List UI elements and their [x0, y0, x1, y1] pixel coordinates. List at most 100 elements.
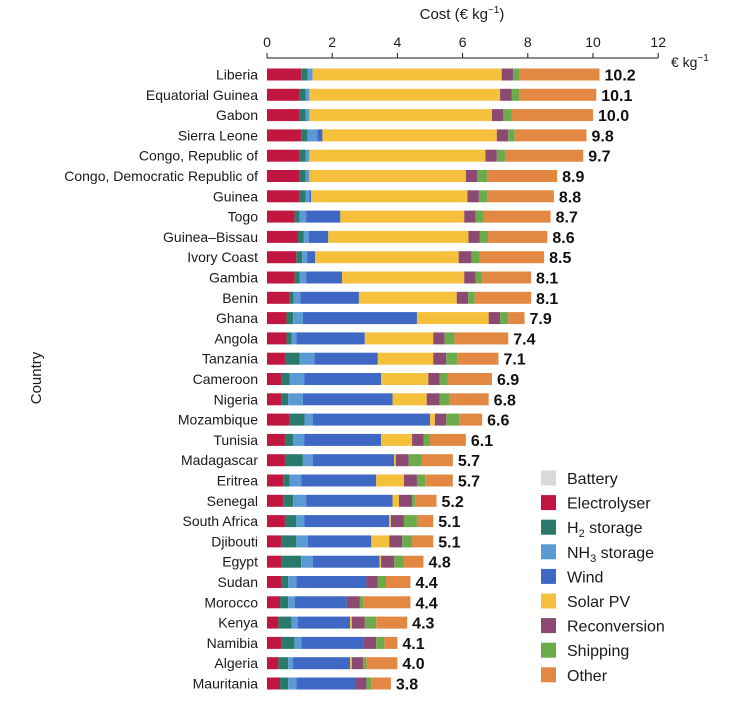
bar-segment-shipping	[468, 291, 475, 304]
country-label: Equatorial Guinea	[146, 87, 258, 103]
bar-segment-solar-pv	[340, 210, 465, 223]
bar-segment-wind	[308, 230, 329, 243]
bar-segment-shipping	[511, 88, 520, 101]
bar-segment-shipping	[403, 515, 417, 528]
bar-segment-wind	[306, 210, 341, 223]
bar-segment-wind	[294, 596, 347, 609]
country-row: Benin 8.1	[222, 290, 558, 308]
legend-item-nh3-storage: NH3 storage	[541, 544, 654, 565]
bar-segment-reconversion	[433, 352, 447, 365]
bar-segment-h2-storage	[299, 149, 306, 162]
bar-segment-other	[416, 515, 434, 528]
bar-segment-nh3-storage	[296, 535, 308, 548]
legend-swatch	[541, 593, 556, 609]
bar-segment-h2-storage	[284, 352, 300, 365]
bar-segment-other	[519, 88, 597, 101]
x-tick-label: 6	[459, 34, 467, 50]
bar-segment-reconversion	[351, 616, 365, 629]
bar-segment-shipping	[439, 393, 450, 406]
bar-segment-other	[366, 657, 398, 670]
bar-segment-other	[449, 393, 489, 406]
bar-segment-h2-storage	[294, 271, 300, 284]
bar-segment-wind	[306, 494, 393, 507]
bar-segment-electrolyser	[267, 352, 285, 365]
country-row: Senegal 5.2	[207, 493, 464, 511]
bar-segment-shipping	[444, 332, 455, 345]
bar-segment-wind	[302, 393, 393, 406]
bar-segment-shipping	[496, 149, 505, 162]
bar-segment-electrolyser	[267, 657, 279, 670]
legend-item-electrolyser: Electrolyser	[541, 495, 651, 513]
bar-segment-h2-storage	[286, 332, 292, 345]
bar-segment-other	[412, 535, 434, 548]
country-label: Congo, Republic of	[139, 148, 258, 164]
bar-segment-solar-pv	[376, 474, 404, 487]
country-row: Nigeria 6.8	[214, 391, 516, 409]
bar-segment-electrolyser	[267, 332, 287, 345]
country-label: Ivory Coast	[187, 249, 258, 265]
x-tick-label: 10	[585, 34, 601, 50]
total-label: 8.5	[549, 250, 571, 267]
country-label: Mozambique	[178, 412, 258, 428]
bar-segment-solar-pv	[309, 88, 501, 101]
bar-segment-nh3-storage	[304, 413, 313, 426]
bar-segment-solar-pv	[381, 433, 413, 446]
x-tick-label: 4	[394, 34, 402, 50]
country-label: Mauritania	[193, 676, 259, 692]
bar-segment-solar-pv	[358, 291, 457, 304]
bar-segment-solar-pv	[350, 657, 352, 670]
country-row: Kenya 4.3	[218, 615, 434, 633]
bar-segment-solar-pv	[430, 413, 435, 426]
bar-segment-wind	[296, 576, 367, 588]
bar-segment-reconversion	[485, 149, 497, 162]
bar-segment-reconversion	[346, 596, 360, 609]
country-label: Kenya	[218, 615, 258, 631]
bar-segment-reconversion	[464, 210, 476, 223]
bar-segment-solar-pv	[328, 230, 469, 243]
total-label: 6.9	[497, 372, 519, 389]
bar-segment-nh3-storage	[301, 555, 313, 568]
country-row: Algeria 4.0	[214, 655, 424, 673]
bar-segment-h2-storage	[284, 454, 303, 467]
bar-segment-electrolyser	[267, 393, 282, 406]
bar-segment-nh3-storage	[288, 576, 297, 588]
bar-segment-other	[483, 210, 551, 223]
country-label: Tunisia	[213, 432, 258, 448]
x-axis-title: Cost (€ kg−1)	[420, 5, 505, 23]
bar-segment-h2-storage	[283, 494, 294, 507]
country-row: Eritrea 5.7	[217, 473, 480, 491]
legend-swatch	[541, 495, 556, 511]
bar-segment-other	[415, 494, 437, 507]
bar-segment-wind	[312, 555, 380, 568]
bar-segment-electrolyser	[267, 515, 285, 528]
total-label: 8.1	[536, 271, 558, 288]
bar-segment-nh3-storage	[305, 109, 310, 122]
total-label: 8.1	[536, 291, 558, 308]
bar-segment-nh3-storage	[302, 251, 308, 264]
country-row: Namibia 4.1	[207, 635, 425, 653]
bar-segment-reconversion	[351, 657, 364, 670]
legend-swatch	[541, 618, 556, 634]
bar-segment-h2-storage	[281, 636, 295, 649]
bar-segment-h2-storage	[299, 88, 306, 101]
bar-segment-wind	[314, 352, 378, 365]
x-axis-unit-label: € kg−1	[671, 53, 709, 70]
bar-segment-h2-storage	[299, 109, 306, 122]
bar-segment-h2-storage	[281, 576, 289, 588]
bar-segment-other	[508, 312, 525, 325]
bar-segment-shipping	[477, 170, 488, 182]
total-label: 8.6	[552, 230, 574, 247]
bar-segment-solar-pv	[364, 332, 434, 345]
x-tick-label: 12	[650, 34, 666, 50]
bar-segment-shipping	[364, 616, 377, 629]
bars: Liberia 10.2 Equatorial Guinea 10.1 Gabon 10.…	[64, 67, 636, 694]
bar-segment-solar-pv	[341, 271, 465, 284]
bar-segment-shipping	[377, 576, 386, 588]
country-label: Egypt	[222, 554, 258, 570]
country-label: Nigeria	[214, 391, 259, 407]
bar-segment-h2-storage	[281, 555, 302, 568]
bar-segment-electrolyser	[267, 555, 282, 568]
bar-segment-solar-pv	[379, 555, 382, 568]
country-row: Mauritania 3.8	[193, 676, 419, 694]
